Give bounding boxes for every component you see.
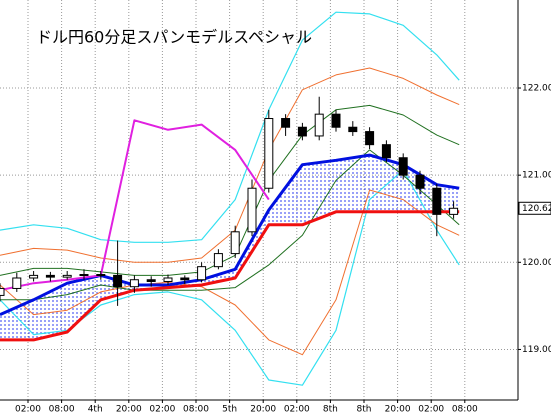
x-tick-label: 20:00 [385, 405, 411, 415]
candle-body [163, 277, 173, 282]
x-tick-label: 20:00 [116, 405, 142, 415]
x-tick-label: 08:00 [49, 405, 75, 415]
indicator-line [0, 210, 460, 342]
candle-body [180, 277, 190, 281]
x-tick-label: 02:00 [15, 405, 41, 415]
y-tick-label: 122.00 [522, 84, 551, 94]
indicator-line [0, 119, 270, 292]
candle-body [264, 118, 274, 189]
candle-body [79, 274, 89, 277]
candle-body [129, 279, 139, 288]
candle-body [146, 279, 156, 282]
candle-body [281, 118, 291, 128]
x-tick-label: 8th [323, 405, 338, 415]
indicator-line [0, 149, 460, 301]
indicator-line [0, 11, 460, 243]
last-price-box [518, 201, 551, 215]
candle-body [197, 266, 207, 281]
chart-title: ドル円60分足スパンモデルスペシャル [36, 28, 312, 47]
candle-body [381, 144, 391, 159]
x-tick-label: 4th [88, 405, 103, 415]
candle-body [297, 126, 307, 137]
x-tick-label: 02:00 [149, 405, 175, 415]
candle-body [213, 253, 223, 268]
x-tick-label: 5th [222, 405, 237, 415]
candle-body [0, 287, 5, 296]
span-cloud [0, 155, 460, 340]
x-tick-label: 20:00 [250, 405, 276, 415]
y-tick-label: 120.00 [522, 258, 551, 268]
candle-body [12, 277, 22, 289]
candle-body [45, 274, 55, 278]
x-tick-label: 08:00 [183, 405, 209, 415]
candle-body [348, 126, 358, 133]
candle-body [432, 187, 442, 215]
candle-body [331, 113, 341, 128]
last-price-label: 120.62 [522, 204, 551, 214]
candle-body [449, 207, 459, 215]
candle-body [230, 231, 240, 255]
candle-body [314, 113, 324, 137]
candle-body [247, 187, 257, 233]
x-tick-label: 08:00 [452, 405, 478, 415]
candle-body [398, 157, 408, 176]
candle-body [415, 174, 425, 189]
candle-body [62, 274, 72, 278]
candle-body [365, 131, 375, 146]
candle-body [113, 274, 123, 288]
indicator-line [0, 153, 460, 316]
candle-body [29, 274, 39, 279]
x-tick-label: 02:00 [284, 405, 310, 415]
y-tick-label: 119.00 [522, 345, 551, 355]
x-tick-label: 02:00 [418, 405, 444, 415]
indicator-line [0, 189, 460, 356]
candle-body [96, 274, 106, 277]
x-tick-label: 8th [357, 405, 372, 415]
y-tick-label: 121.00 [522, 171, 551, 181]
